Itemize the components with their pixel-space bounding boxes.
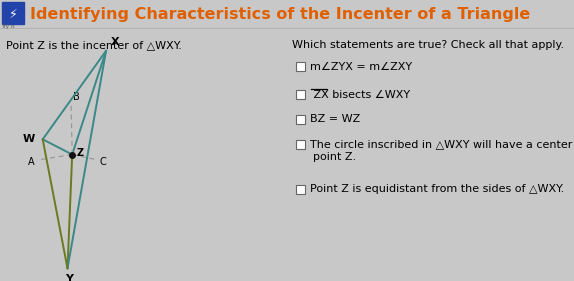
Text: point Z.: point Z. [313,153,356,162]
Text: Z: Z [76,148,83,157]
Text: Try It: Try It [1,24,15,29]
Text: C: C [100,157,107,167]
Text: Y: Y [65,274,73,281]
Text: ⚡: ⚡ [9,8,17,21]
Bar [2,2,24,24]
Text: BZ = WZ: BZ = WZ [310,114,360,124]
Bar [296,140,305,149]
Text: A: A [28,157,35,167]
Text: W: W [22,134,34,144]
Text: Point Z is the incenter of △WXY.: Point Z is the incenter of △WXY. [6,40,182,50]
Bar [0,0,574,28]
Text: ZX bisects ∠WXY: ZX bisects ∠WXY [310,90,410,99]
Text: B: B [73,92,80,102]
Bar [296,62,305,71]
Text: m∠ZYX = m∠ZXY: m∠ZYX = m∠ZXY [310,62,412,71]
Bar [296,90,305,99]
Text: Which statements are true? Check all that apply.: Which statements are true? Check all tha… [292,40,564,50]
Text: X: X [111,37,120,47]
Text: Identifying Characteristics of the Incenter of a Triangle: Identifying Characteristics of the Incen… [30,6,530,22]
Text: The circle inscribed in △WXY will have a center at: The circle inscribed in △WXY will have a… [310,139,574,149]
Bar [296,115,305,124]
Text: Point Z is equidistant from the sides of △WXY.: Point Z is equidistant from the sides of… [310,185,564,194]
Bar [296,185,305,194]
